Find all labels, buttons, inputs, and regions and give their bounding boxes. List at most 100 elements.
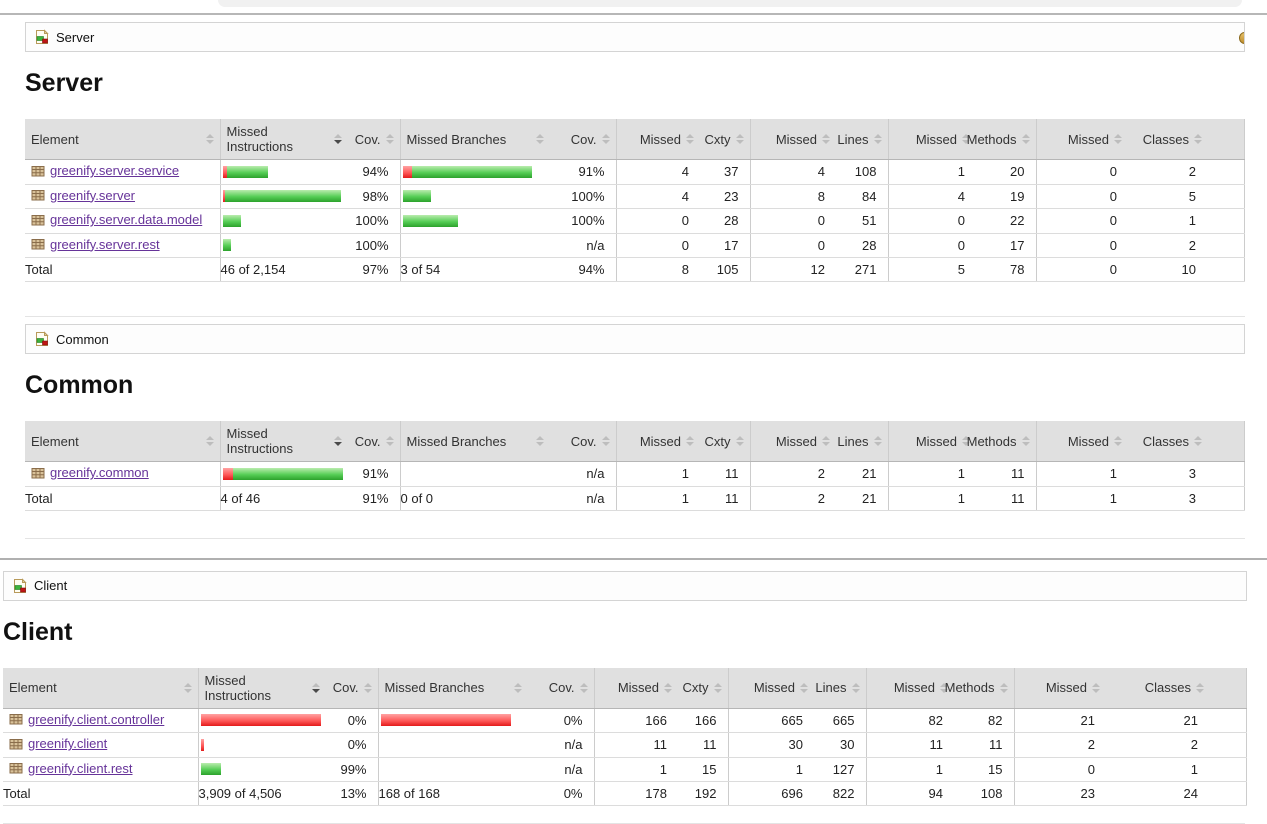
column-header-classes[interactable]: Classes: [1106, 667, 1247, 709]
column-header-missedinstructions[interactable]: Missed Instructions: [220, 119, 348, 160]
column-header-classes[interactable]: Classes: [1128, 119, 1245, 160]
total-metric-value: 271: [836, 257, 889, 282]
column-header-missed[interactable]: Missed: [728, 667, 814, 709]
metric-value: 1: [888, 159, 976, 185]
total-metric-value: 8: [616, 257, 700, 282]
metric-value: 28: [700, 208, 751, 234]
sort-arrows-icon: [873, 134, 882, 144]
column-header-methods[interactable]: Methods: [945, 667, 1015, 709]
metric-value: 21: [1014, 708, 1106, 733]
total-row: Total 46 of 2,154 97% 3 of 54 94% 8 105 12 271 5 7…: [25, 257, 1245, 282]
column-header-cxty[interactable]: Cxty: [700, 119, 751, 160]
package-link[interactable]: greenify.server: [31, 188, 135, 203]
column-header-cxty[interactable]: Cxty: [700, 421, 751, 462]
metric-value: 15: [678, 757, 729, 782]
total-instruction-coverage: 91%: [348, 486, 401, 511]
total-label: Total: [25, 486, 221, 511]
page-title-common: Common: [25, 371, 134, 399]
section-divider: [25, 316, 1245, 317]
total-branch-coverage: 0%: [528, 781, 595, 806]
column-header-cov[interactable]: Cov.: [348, 421, 401, 462]
column-header-cov[interactable]: Cov.: [528, 667, 595, 709]
breadcrumb-client: Client: [3, 570, 1247, 601]
metric-value: 0: [1014, 757, 1106, 782]
column-header-cov[interactable]: Cov.: [348, 119, 401, 160]
instruction-coverage: 99%: [326, 757, 379, 782]
metric-value: 11: [700, 461, 751, 487]
package-link[interactable]: greenify.client.controller: [9, 712, 164, 727]
sort-arrows-icon: [1021, 436, 1030, 446]
column-header-missedinstructions[interactable]: Missed Instructions: [220, 421, 348, 462]
metric-value: 21: [1106, 708, 1247, 733]
column-header-missedbranches[interactable]: Missed Branches: [400, 119, 550, 160]
column-header-element[interactable]: Element: [3, 667, 199, 709]
column-header-missed[interactable]: Missed: [616, 421, 700, 462]
metric-value: 665: [728, 708, 814, 733]
column-header-classes[interactable]: Classes: [1128, 421, 1245, 462]
package-link[interactable]: greenify.client: [9, 736, 107, 751]
package-link[interactable]: greenify.common: [31, 465, 149, 480]
column-header-missed[interactable]: Missed: [616, 119, 700, 160]
coverage-bar: [221, 239, 349, 252]
package-link[interactable]: greenify.server.service: [31, 163, 179, 178]
column-header-cxty[interactable]: Cxty: [678, 667, 729, 709]
metric-value: 11: [594, 732, 678, 758]
sort-arrows-icon: [1196, 682, 1204, 693]
package-link[interactable]: greenify.server.data.model: [31, 212, 202, 227]
metric-value: 4: [616, 184, 700, 209]
column-header-cov[interactable]: Cov.: [550, 119, 617, 160]
column-header-missedbranches[interactable]: Missed Branches: [400, 421, 550, 462]
column-header-element[interactable]: Element: [25, 119, 221, 160]
column-header-missed[interactable]: Missed: [750, 421, 836, 462]
metric-value: 1: [866, 757, 954, 782]
column-header-missed[interactable]: Missed: [1014, 667, 1106, 709]
column-header-missedbranches[interactable]: Missed Branches: [378, 667, 528, 709]
column-header-missed[interactable]: Missed: [866, 667, 954, 709]
total-metric-value: 822: [814, 781, 867, 806]
table-row: greenify.client 0% n/a 11 11 30 30 11 11 2 2: [3, 732, 1247, 758]
instruction-coverage: 94%: [348, 159, 401, 185]
column-header-lines[interactable]: Lines: [836, 119, 889, 160]
column-header-missed[interactable]: Missed: [1036, 421, 1128, 462]
metric-value: 84: [836, 184, 889, 209]
column-header-missed[interactable]: Missed: [594, 667, 678, 709]
breadcrumb-common: Common: [25, 324, 1245, 354]
column-header-element[interactable]: Element: [25, 421, 221, 462]
column-header-missedinstructions[interactable]: Missed Instructions: [198, 667, 326, 709]
java-package-icon: [9, 714, 23, 725]
metric-value: 4: [750, 159, 836, 185]
column-header-methods[interactable]: Methods: [967, 119, 1037, 160]
sort-arrows-icon: [536, 134, 544, 144]
sort-arrows-icon: [1021, 134, 1030, 144]
table-row: greenify.server.service 94% 91% 4 37 4 108 1 20 0…: [25, 159, 1245, 185]
total-branches: 3 of 54: [400, 257, 550, 282]
total-metric-value: 24: [1106, 781, 1247, 806]
top-divider: [0, 13, 1267, 15]
coverage-bar: [401, 165, 551, 178]
metric-value: 21: [836, 461, 889, 487]
page-title-client: Client: [3, 617, 73, 646]
java-package-icon: [31, 239, 45, 250]
column-header-cov[interactable]: Cov.: [550, 421, 617, 462]
column-header-missed[interactable]: Missed: [888, 421, 976, 462]
session-coin-icon[interactable]: [1239, 32, 1244, 45]
breadcrumb-label: Common: [56, 331, 109, 347]
branch-coverage: 100%: [550, 208, 617, 234]
column-header-methods[interactable]: Methods: [967, 421, 1037, 462]
instruction-coverage: 100%: [348, 208, 401, 234]
package-link[interactable]: greenify.client.rest: [9, 761, 133, 776]
column-header-missed[interactable]: Missed: [888, 119, 976, 160]
package-link[interactable]: greenify.server.rest: [31, 237, 160, 252]
sort-arrows-icon: [999, 682, 1008, 693]
column-header-cov[interactable]: Cov.: [326, 667, 379, 709]
sort-arrows-icon: [363, 682, 372, 693]
column-header-missed[interactable]: Missed: [1036, 119, 1128, 160]
metric-value: 5: [1128, 184, 1245, 209]
metric-value: 1: [888, 461, 976, 487]
metric-value: 20: [976, 159, 1037, 185]
total-branch-coverage: n/a: [550, 486, 617, 511]
column-header-lines[interactable]: Lines: [814, 667, 867, 709]
coverage-group-icon: [36, 29, 49, 44]
column-header-lines[interactable]: Lines: [836, 421, 889, 462]
column-header-missed[interactable]: Missed: [750, 119, 836, 160]
